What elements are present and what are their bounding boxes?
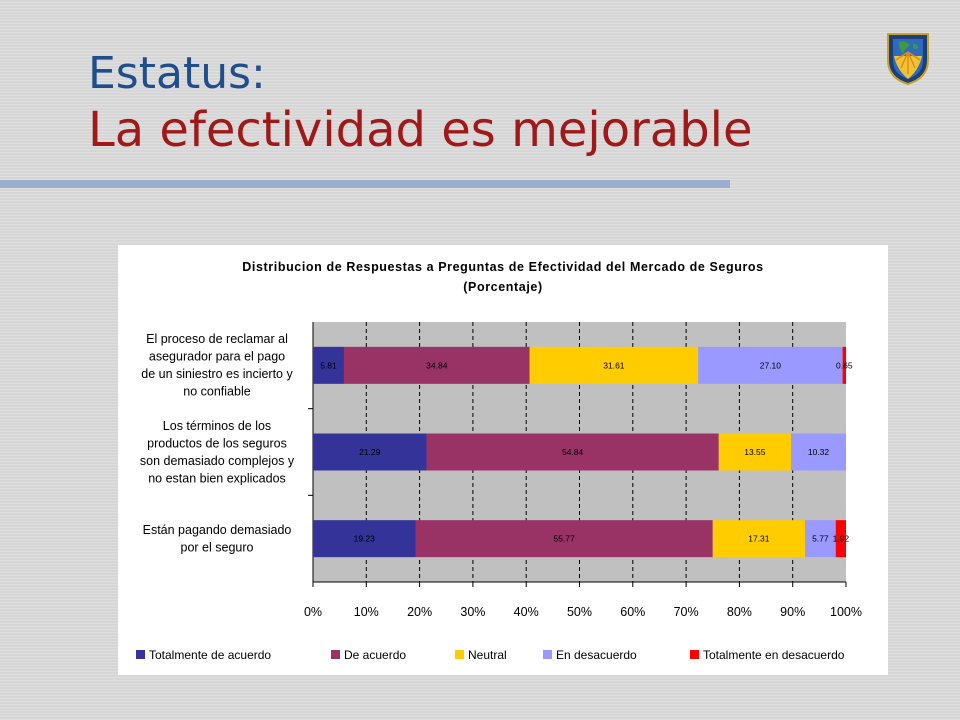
title-line-status: Estatus: [88, 48, 266, 99]
category-label: Los términos de los [163, 419, 271, 433]
legend-swatch [136, 650, 145, 659]
data-label: 54.84 [562, 447, 584, 457]
x-tick-label: 70% [674, 605, 699, 619]
bar-segment [835, 520, 846, 558]
data-label: 1.92 [833, 534, 850, 544]
category-label: no confiable [183, 385, 250, 399]
bar-segment [313, 520, 416, 558]
x-tick-label: 50% [567, 605, 592, 619]
x-tick-label: 0% [304, 605, 322, 619]
bar-segment [313, 433, 427, 471]
bar-segment [313, 346, 344, 384]
category-label: por el seguro [181, 540, 254, 554]
x-tick-label: 10% [354, 605, 379, 619]
bar-segment [718, 433, 791, 471]
data-label: 27.10 [760, 360, 782, 370]
globe-shield-logo [887, 33, 929, 86]
category-label: asegurador para el pago [149, 350, 285, 364]
data-label: 13.55 [744, 447, 766, 457]
data-label: 21.29 [359, 447, 381, 457]
title-underline [0, 180, 730, 188]
x-tick-label: 90% [780, 605, 805, 619]
data-label: 19.23 [354, 534, 376, 544]
category-label: El proceso de reclamar al [146, 332, 288, 346]
bar-segment [343, 346, 530, 384]
category-label: Están pagando demasiado [143, 523, 292, 537]
legend-swatch [455, 650, 464, 659]
data-label: 17.31 [748, 534, 770, 544]
bar-segment [805, 520, 836, 558]
bar-segment [426, 433, 719, 471]
x-tick-label: 20% [407, 605, 432, 619]
data-label: 10.32 [808, 447, 830, 457]
data-label: 31.61 [603, 360, 625, 370]
legend-label: En desacuerdo [556, 648, 637, 662]
category-label: son demasiado complejos y [140, 454, 295, 468]
stacked-bar-chart: Distribucion de Respuestas a Preguntas d… [136, 260, 862, 662]
data-label: 55.77 [553, 534, 575, 544]
data-label: 5.77 [812, 534, 829, 544]
data-label: 34.84 [426, 360, 448, 370]
bar-segment [790, 433, 846, 471]
bar-segment [698, 346, 843, 384]
title-line-subtitle: La efectividad es mejorable [88, 102, 753, 158]
legend-label: De acuerdo [344, 648, 406, 662]
x-tick-label: 60% [620, 605, 645, 619]
slide-title: Estatus: La efectividad es mejorable [88, 48, 753, 160]
data-label: 0.65 [836, 360, 853, 370]
chart-subtitle: (Porcentaje) [463, 280, 542, 294]
x-tick-label: 40% [514, 605, 539, 619]
x-tick-label: 30% [460, 605, 485, 619]
category-label: de un siniestro es incierto y [141, 367, 293, 381]
legend-swatch [331, 650, 340, 659]
legend-label: Totalmente de acuerdo [149, 648, 271, 662]
bar-segment [712, 520, 806, 558]
bar-segment [415, 520, 713, 558]
data-label: 5.81 [320, 360, 337, 370]
legend-swatch [690, 650, 699, 659]
x-tick-label: 100% [830, 605, 862, 619]
legend-swatch [543, 650, 552, 659]
x-tick-label: 80% [727, 605, 752, 619]
bar-segment [842, 346, 847, 384]
legend-label: Neutral [468, 648, 507, 662]
legend-label: Totalmente en desacuerdo [703, 648, 845, 662]
bar-segment [529, 346, 699, 384]
category-label: no estan bien explicados [148, 471, 286, 485]
category-label: productos de los seguros [147, 436, 287, 450]
chart-panel: Distribucion de Respuestas a Preguntas d… [118, 245, 888, 675]
chart-title: Distribucion de Respuestas a Preguntas d… [242, 260, 763, 274]
